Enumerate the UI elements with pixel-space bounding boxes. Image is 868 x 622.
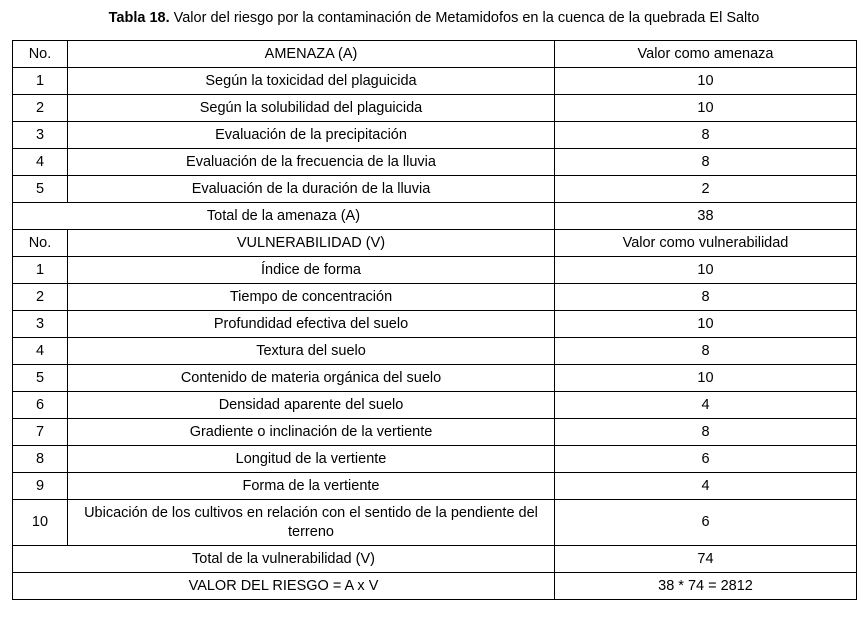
row-number-cell: 6 [12,391,68,419]
amenaza-total-label: Total de la amenaza (A) [12,202,555,230]
row-value-cell: 10 [554,310,857,338]
row-value-cell: 10 [554,94,857,122]
row-value-cell: 10 [554,364,857,392]
row-number-cell: 3 [12,121,68,149]
row-description-cell: Longitud de la vertiente [67,445,555,473]
vulnerabilidad-header-title: VULNERABILIDAD (V) [67,229,555,257]
row-value-cell: 6 [554,499,857,546]
row-description-cell: Profundidad efectiva del suelo [67,310,555,338]
table-row: 10 Ubicación de los cultivos en relación… [12,499,857,546]
table-row: 5 Evaluación de la duración de la lluvia… [12,175,857,203]
row-value-cell: 6 [554,445,857,473]
row-number-cell: 7 [12,418,68,446]
vulnerabilidad-total-row: Total de la vulnerabilidad (V) 74 [12,545,857,573]
amenaza-header-no: No. [12,40,68,68]
row-number-cell: 5 [12,175,68,203]
row-description-cell: Densidad aparente del suelo [67,391,555,419]
row-value-cell: 8 [554,418,857,446]
row-number-cell: 10 [12,499,68,546]
risk-table: No. AMENAZA (A) Valor como amenaza 1 Seg… [12,40,857,600]
row-description-cell: Textura del suelo [67,337,555,365]
vulnerabilidad-header-no: No. [12,229,68,257]
table-row: 8 Longitud de la vertiente 6 [12,445,857,473]
table-row: 2 Tiempo de concentración 8 [12,283,857,311]
amenaza-header-value: Valor como amenaza [554,40,857,68]
row-description-cell: Evaluación de la duración de la lluvia [67,175,555,203]
row-description-cell: Tiempo de concentración [67,283,555,311]
riesgo-label: VALOR DEL RIESGO = A x V [12,572,555,600]
table-row: 2 Según la solubilidad del plaguicida 10 [12,94,857,122]
row-value-cell: 4 [554,391,857,419]
vulnerabilidad-header-row: No. VULNERABILIDAD (V) Valor como vulner… [12,229,857,257]
row-value-cell: 10 [554,256,857,284]
row-number-cell: 5 [12,364,68,392]
table-row: 4 Evaluación de la frecuencia de la lluv… [12,148,857,176]
row-number-cell: 1 [12,256,68,284]
amenaza-header-title: AMENAZA (A) [67,40,555,68]
row-description-cell: Índice de forma [67,256,555,284]
table-title-label: Tabla 18. [108,10,170,26]
vulnerabilidad-total-value: 74 [554,545,857,573]
riesgo-value: 38 * 74 = 2812 [554,572,857,600]
row-value-cell: 8 [554,148,857,176]
table-row: 9 Forma de la vertiente 4 [12,472,857,500]
row-number-cell: 3 [12,310,68,338]
row-value-cell: 8 [554,337,857,365]
row-number-cell: 2 [12,283,68,311]
amenaza-total-row: Total de la amenaza (A) 38 [12,202,857,230]
table-row: 4 Textura del suelo 8 [12,337,857,365]
row-number-cell: 4 [12,337,68,365]
row-description-cell: Forma de la vertiente [67,472,555,500]
row-description-cell: Evaluación de la frecuencia de la lluvia [67,148,555,176]
row-value-cell: 10 [554,67,857,95]
vulnerabilidad-header-value: Valor como vulnerabilidad [554,229,857,257]
row-number-cell: 2 [12,94,68,122]
table-row: 5 Contenido de materia orgánica del suel… [12,364,857,392]
row-number-cell: 1 [12,67,68,95]
table-row: 3 Evaluación de la precipitación 8 [12,121,857,149]
row-value-cell: 4 [554,472,857,500]
table-row: 6 Densidad aparente del suelo 4 [12,391,857,419]
table-title: Tabla 18. Valor del riesgo por la contam… [12,9,856,28]
table-title-text: Valor del riesgo por la contaminación de… [169,10,760,26]
vulnerabilidad-total-label: Total de la vulnerabilidad (V) [12,545,555,573]
riesgo-row: VALOR DEL RIESGO = A x V 38 * 74 = 2812 [12,572,857,600]
table-row: 1 Según la toxicidad del plaguicida 10 [12,67,857,95]
row-description-cell: Según la solubilidad del plaguicida [67,94,555,122]
row-number-cell: 8 [12,445,68,473]
row-number-cell: 9 [12,472,68,500]
row-value-cell: 8 [554,283,857,311]
row-number-cell: 4 [12,148,68,176]
row-description-cell: Según la toxicidad del plaguicida [67,67,555,95]
row-description-cell: Gradiente o inclinación de la vertiente [67,418,555,446]
row-value-cell: 8 [554,121,857,149]
row-description-cell: Evaluación de la precipitación [67,121,555,149]
amenaza-total-value: 38 [554,202,857,230]
table-row: 3 Profundidad efectiva del suelo 10 [12,310,857,338]
table-row: 1 Índice de forma 10 [12,256,857,284]
table-row: 7 Gradiente o inclinación de la vertient… [12,418,857,446]
row-value-cell: 2 [554,175,857,203]
row-description-cell: Contenido de materia orgánica del suelo [67,364,555,392]
amenaza-header-row: No. AMENAZA (A) Valor como amenaza [12,40,857,68]
row-description-cell: Ubicación de los cultivos en relación co… [67,499,555,546]
